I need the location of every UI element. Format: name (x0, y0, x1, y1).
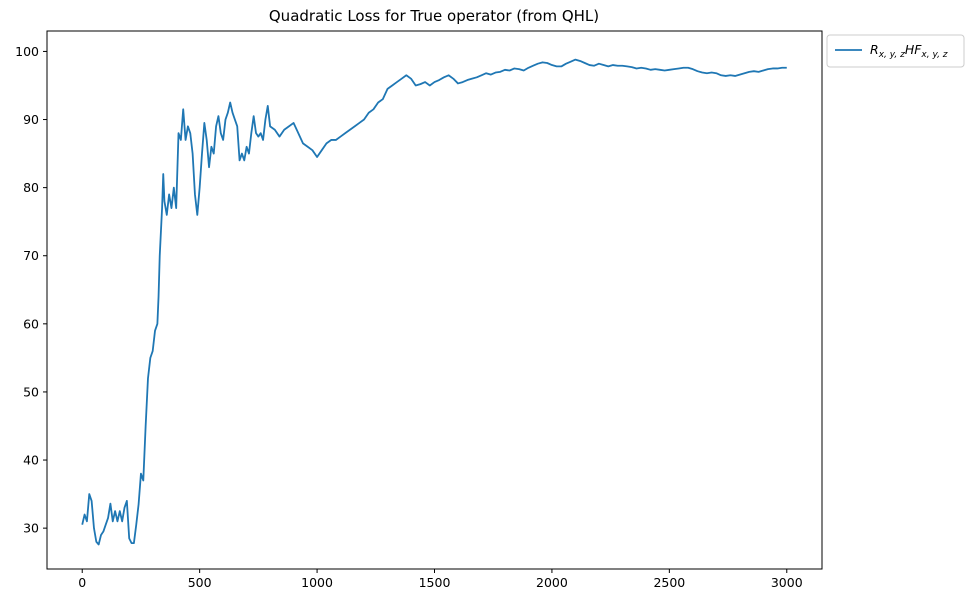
x-tick-label: 3000 (771, 575, 803, 590)
x-tick-label: 1000 (301, 575, 333, 590)
legend: Rx, y, zHFx, y, z (826, 34, 965, 68)
y-tick-label: 50 (23, 384, 39, 399)
legend-label: Rx, y, zHFx, y, z (870, 42, 948, 60)
legend-label-f-subscript: x, y, z (920, 50, 947, 60)
y-tick-label: 40 (23, 453, 39, 468)
x-axis: 0 500 1000 1500 2000 2500 3000 (78, 569, 803, 590)
plot-frame (46, 30, 823, 570)
series-line (81, 58, 787, 546)
y-axis: 30 40 50 60 70 80 90 100 (15, 44, 47, 536)
legend-box (826, 34, 965, 68)
y-tick-label: 30 (23, 521, 39, 536)
chart-title: Quadratic Loss for True operator (from Q… (269, 7, 599, 25)
series-layer (81, 58, 787, 546)
legend-label-r-subscript: x, y, z (878, 50, 905, 60)
x-tick-label: 1500 (419, 575, 451, 590)
y-tick-label: 70 (23, 248, 39, 263)
legend-label-r: R (870, 42, 879, 57)
y-tick-label: 100 (15, 44, 39, 59)
y-tick-label: 80 (23, 180, 39, 195)
y-tick-label: 60 (23, 316, 39, 331)
x-tick-label: 2000 (536, 575, 568, 590)
legend-label-hf: HF (905, 42, 922, 57)
x-tick-label: 500 (188, 575, 212, 590)
x-tick-label: 0 (78, 575, 86, 590)
y-tick-label: 90 (23, 112, 39, 127)
x-tick-label: 2500 (653, 575, 685, 590)
plot-area (46, 30, 823, 570)
